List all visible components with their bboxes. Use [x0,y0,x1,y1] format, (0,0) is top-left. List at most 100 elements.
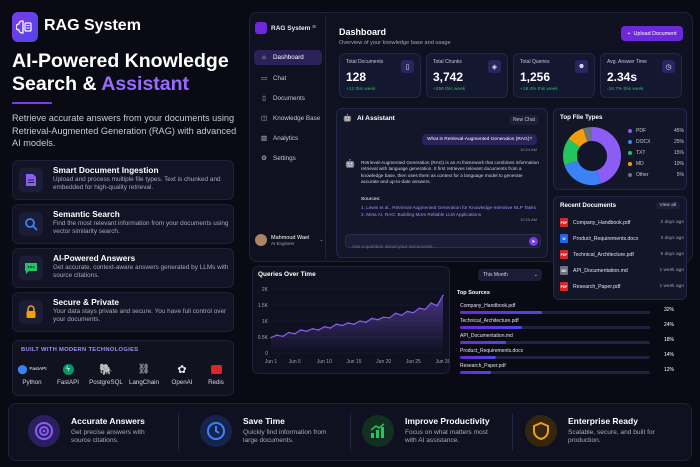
data-point [341,324,343,327]
stat-card-chunks: Total Chunks 3,742 +256 this week ◈ [426,53,508,98]
x-tick-label: Jun 30 [435,359,449,365]
gear-icon: ⚙ [261,155,267,162]
sidebar-item-settings[interactable]: ⚙ Settings [261,155,296,162]
series-area [271,295,443,353]
tech-openai: ✿ OpenAI [165,363,199,386]
document-row[interactable]: PDF Company_Handbook.pdf 2 days ago [560,218,684,227]
queries-line-chart: 0 0.5K 1K 1.5K 2K Jun 1 Jun 5 Jun 10 Jun 15 Jun 2… [258,287,449,365]
python-icon: ⬤ FastAPI [17,364,47,374]
divider [178,413,179,451]
hero-description: Retrieve accurate answers from your docu… [12,113,237,148]
file-types-title: Top File Types [560,114,603,121]
upload-document-button[interactable]: + Upload Document [621,26,683,41]
sidebar-item-analytics[interactable]: ▥ Analytics [261,135,299,142]
brand-logo [12,12,38,42]
hero-title-part2: Search & [12,73,102,95]
dashboard-sidebar: RAG System ≡ ⌂ Dashboard ▭ Chat ▯ Documents… [252,15,326,259]
redis-icon [199,363,233,376]
x-tick-label: Jun 1 [265,359,277,365]
stat-label: Total Documents [346,59,384,65]
benefit-title: Improve Productivity [405,416,490,426]
feature-desc: Get accurate, context-aware answers gene… [53,264,229,279]
sidebar-item-knowledge-base[interactable]: ◫ Knowledge Base [261,115,321,122]
view-all-button[interactable]: View all [655,202,680,209]
growth-chart-icon [362,415,394,447]
data-point [388,317,391,319]
data-point [424,308,427,311]
data-point [442,294,444,297]
benefit-desc: Quickly find information from large docu… [243,429,327,445]
data-point [353,323,355,325]
document-row[interactable]: W Product_Requirements.docx 3 days ago [560,232,684,245]
langchain-icon: ⛓ [137,364,151,375]
clock-icon [200,415,232,447]
data-point [299,329,302,331]
data-point [347,322,349,324]
hero-title-line1: AI-Powered Knowledge [12,50,229,72]
donut-slice-md [568,128,588,148]
donut-slice-other [583,127,593,142]
data-point [335,323,338,325]
avatar [255,234,267,246]
send-button[interactable]: ➤ [529,237,538,246]
range-select[interactable]: This Month ⌄ [478,269,542,281]
new-chat-button[interactable]: New Chat [509,115,539,125]
top-sources-title: Top Sources [457,290,490,296]
stat-change: +256 this week [433,87,466,92]
sidebar-item-chat[interactable]: ▭ Chat [261,75,287,82]
user-profile[interactable]: Mahmoud Wael AI Engineer ⌄ [255,234,324,246]
question-time: 10:24 AM [520,147,537,152]
chat-icon [19,256,43,280]
y-tick-label: 0 [265,351,268,357]
markdown-file-icon: MD [560,266,568,275]
source-bar [460,341,507,344]
document-row[interactable]: PDF Technical_Architecture.pdf 5 days ago [560,250,684,259]
donut-slice-docx [564,160,601,185]
data-point [323,325,326,328]
pdf-file-icon: PDF [560,250,568,259]
page-title: Dashboard [339,27,387,37]
robot-icon: 🤖 [343,115,352,122]
document-row[interactable]: MD API_Documentation.md 1 week ago [560,266,684,275]
feature-title: AI-Powered Answers [53,253,136,263]
stat-value: 128 [346,70,367,84]
stat-change: +18.4% this week [520,87,558,92]
file-icon: ▯ [262,95,266,102]
feature-card-ingestion: Smart Document Ingestion Upload and proc… [12,160,234,200]
chat-input[interactable]: ➤ [345,234,541,250]
feature-card-secure: Secure & Private Your data stays private… [12,292,234,332]
x-tick-label: Jun 5 [289,359,301,365]
assistant-avatar-icon: 🤖 [345,159,355,168]
postgresql-icon: 🐘 [99,364,113,376]
source-link[interactable]: 1. Lewis et al., Retrieval-Augmented Gen… [361,205,536,210]
pdf-file-icon: PDF [560,282,568,291]
source-link[interactable]: 2. Meta AI, RAG: Building More Reliable … [361,212,482,217]
sidebar-item-documents[interactable]: ▯ Documents [254,91,322,106]
tech-heading: BUILT WITH MODERN TECHNOLOGIES [21,347,139,353]
data-point [436,304,438,307]
clock-icon: ◷ [662,60,675,73]
data-point [365,321,367,324]
stat-card-answer-time: Avg. Answer Time 2.34s -16.7% this week … [600,53,682,98]
brain-icon [255,22,267,34]
chat-title: AI Assistant [357,115,395,122]
benefit-productivity: Improve Productivity Focus on what matte… [342,403,512,461]
sidebar-item-dashboard[interactable]: ⌂ Dashboard [254,50,322,65]
benefit-title: Accurate Answers [71,416,145,426]
stat-label: Total Chunks [433,59,462,65]
divider [512,413,513,451]
openai-icon: ✿ [177,364,187,376]
menu-icon[interactable]: ≡ [312,24,317,31]
data-point [305,330,308,333]
x-tick-label: Jun 10 [317,359,332,365]
word-file-icon: W [560,234,568,243]
user-question: What is Retrieval-Augmented Generation (… [421,134,537,145]
data-point [418,307,421,309]
recent-docs-title: Recent Documents [560,202,617,209]
stat-card-queries: Total Queries 1,256 +18.4% this week ☻ [513,53,595,98]
user-name: Mahmoud Wael [271,234,310,241]
sidebar-brand: RAG System [255,22,310,34]
question-input[interactable] [352,245,522,250]
home-icon: ⌂ [262,54,266,61]
document-row[interactable]: PDF Research_Paper.pdf 1 week ago [560,282,684,291]
